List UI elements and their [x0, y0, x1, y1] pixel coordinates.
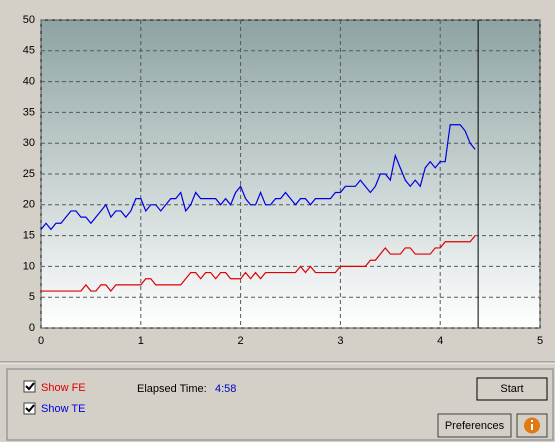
checkbox[interactable]: [23, 402, 36, 415]
y-tick-label: 5: [29, 291, 35, 303]
start-button[interactable]: [476, 377, 548, 401]
elapsed-label: Elapsed Time:: [137, 383, 207, 395]
x-tick-label: 4: [437, 335, 443, 347]
x-tick-label: 1: [138, 335, 144, 347]
y-tick-label: 45: [23, 45, 35, 57]
y-tick-label: 15: [23, 230, 35, 242]
start-button-label[interactable]: Start: [500, 383, 523, 395]
y-tick-label: 0: [29, 322, 35, 334]
data-line: [40, 124, 476, 231]
checkbox-label[interactable]: Show FE: [41, 382, 86, 394]
info-icon-glyph: [531, 424, 533, 430]
checkbox-label[interactable]: Show TE: [41, 403, 85, 415]
y-tick-label: 50: [23, 14, 35, 26]
x-tick-label: 2: [238, 335, 244, 347]
check-mark: [25, 404, 35, 413]
x-tick-label: 3: [337, 335, 343, 347]
y-tick-label: 40: [23, 76, 35, 88]
panel-frame: [6, 368, 554, 441]
data-line: [41, 235, 476, 292]
x-tick-label: 5: [537, 335, 543, 347]
preferences-button-label[interactable]: Preferences: [445, 420, 505, 432]
y-tick-label: 20: [23, 199, 35, 211]
plot-area: [40, 19, 541, 329]
preferences-button[interactable]: [437, 413, 512, 438]
y-tick-label: 10: [23, 260, 35, 272]
y-tick-label: 30: [23, 137, 35, 149]
x-tick-label: 0: [38, 335, 44, 347]
check-mark: [25, 382, 35, 391]
info-icon-glyph: [531, 420, 533, 422]
elapsed-value: 4:58: [215, 383, 236, 395]
y-tick-label: 35: [23, 106, 35, 118]
checkbox[interactable]: [23, 380, 36, 393]
y-tick-label: 25: [23, 168, 35, 180]
